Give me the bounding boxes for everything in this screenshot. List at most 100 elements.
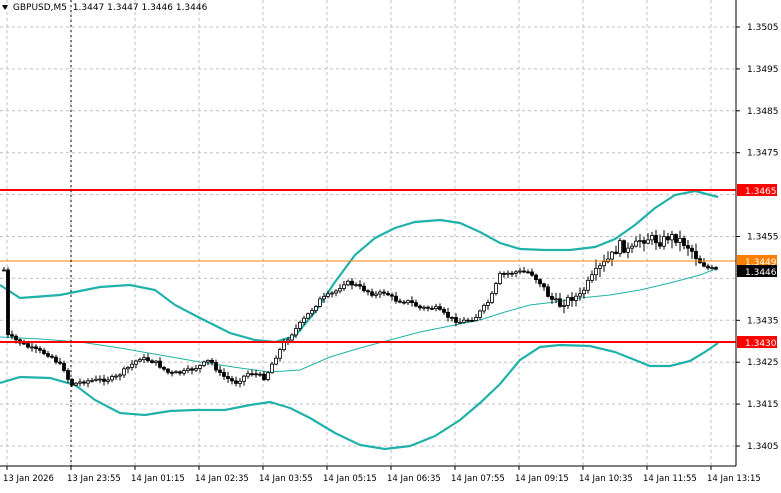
candle-body xyxy=(562,305,566,307)
dropdown-triangle-icon[interactable] xyxy=(2,5,8,10)
candle-body xyxy=(594,267,598,276)
time-tick-label: 14 Jan 06:35 xyxy=(387,474,441,484)
candle-body xyxy=(130,363,134,368)
candle-body xyxy=(682,237,686,246)
price-tick-label: 1.3495 xyxy=(747,65,779,75)
candle-body xyxy=(318,298,322,307)
candle-body xyxy=(454,317,458,323)
candle-body xyxy=(122,368,126,376)
level-labels: 1.3465 1.3449 1.3430 1.3446 xyxy=(737,184,777,349)
candle-body xyxy=(238,380,242,384)
candle-body xyxy=(250,373,254,376)
price-tick-label: 1.3435 xyxy=(747,316,779,326)
candle-body xyxy=(54,356,58,363)
candle-body xyxy=(126,366,130,370)
candle-body xyxy=(658,242,662,247)
candle-body xyxy=(406,300,410,304)
candle-body xyxy=(422,306,426,309)
candle-body xyxy=(646,239,650,244)
candle-body xyxy=(462,319,466,323)
candle-body xyxy=(618,240,622,254)
candle-body xyxy=(634,240,638,247)
candle-body xyxy=(118,374,122,377)
candle-body xyxy=(374,293,378,296)
candle-body xyxy=(402,301,406,304)
candle-body xyxy=(486,302,490,306)
price-axis: 1.35051.34951.34851.34751.34551.34351.34… xyxy=(736,23,779,452)
bollinger-upper-band xyxy=(0,189,719,344)
candle-body xyxy=(554,298,558,301)
candle-body xyxy=(206,360,210,363)
level-label-bg xyxy=(737,336,777,348)
candle-body xyxy=(694,250,698,260)
bollinger-lower-band xyxy=(0,342,719,451)
candle-body xyxy=(510,272,514,275)
candle-body xyxy=(522,270,526,273)
candle-body xyxy=(458,321,462,324)
candle-body xyxy=(490,292,494,303)
candle-body xyxy=(546,286,550,297)
candle-body xyxy=(370,291,374,296)
candle-body xyxy=(538,279,542,285)
candle-body xyxy=(366,290,370,293)
candle-body xyxy=(178,371,182,374)
chart-axes xyxy=(0,0,737,467)
candle-body xyxy=(258,373,262,376)
candle-body xyxy=(278,349,282,359)
candle-body xyxy=(506,272,510,275)
bollinger-middle-line xyxy=(0,267,719,373)
candle-body xyxy=(662,236,666,247)
time-tick-label: 13 Jan 2026 xyxy=(3,474,54,484)
candle-body xyxy=(586,279,590,291)
candle-body xyxy=(702,262,706,267)
time-tick-label: 14 Jan 02:35 xyxy=(195,474,249,484)
time-axis: 13 Jan 2026 13 Jan 23:55 14 Jan 01:15 14 Ja… xyxy=(3,466,761,484)
candle-body xyxy=(290,334,294,341)
candle-body xyxy=(642,240,646,244)
current-price-label: 1.3446 xyxy=(745,268,777,278)
candle-body xyxy=(338,288,342,292)
candle-body xyxy=(530,271,534,276)
candle-body xyxy=(426,306,430,309)
price-tick-label: 1.3405 xyxy=(747,442,779,452)
candle-body xyxy=(26,343,30,348)
current-price-bg xyxy=(737,265,777,277)
candle-body xyxy=(294,328,298,336)
candle-body xyxy=(674,234,678,243)
time-tick-label: 14 Jan 13:15 xyxy=(707,474,761,484)
candle-body xyxy=(166,368,170,373)
candle-body xyxy=(706,265,710,269)
candle-body xyxy=(590,274,594,281)
candle-body xyxy=(106,379,110,382)
candle-body xyxy=(514,271,518,274)
candle-body xyxy=(342,284,346,289)
candlesticks xyxy=(2,229,718,388)
candle-body xyxy=(50,355,54,358)
candle-body xyxy=(502,273,506,275)
candle-body xyxy=(650,235,654,241)
time-tick-label: 13 Jan 23:55 xyxy=(67,474,121,484)
candle-body xyxy=(114,375,118,378)
candle-body xyxy=(602,261,606,267)
candle-body xyxy=(518,270,522,273)
level-label-bg xyxy=(737,184,777,196)
candle-body xyxy=(478,310,482,318)
candle-body xyxy=(298,321,302,329)
candle-body xyxy=(326,293,330,297)
candle-body xyxy=(142,357,146,360)
candle-body xyxy=(558,298,562,307)
price-tick-label: 1.3415 xyxy=(747,400,779,410)
candle-body xyxy=(102,378,106,382)
candle-body xyxy=(306,313,310,319)
candle-body xyxy=(542,283,546,288)
candle-body xyxy=(550,295,554,300)
candle-body xyxy=(670,234,674,241)
candle-body xyxy=(234,380,238,384)
candle-body xyxy=(62,362,66,371)
level-label-1.3449: 1.3449 xyxy=(745,258,777,268)
candle-body xyxy=(202,361,206,366)
candle-body xyxy=(186,368,190,371)
time-tick-label: 14 Jan 10:35 xyxy=(579,474,633,484)
